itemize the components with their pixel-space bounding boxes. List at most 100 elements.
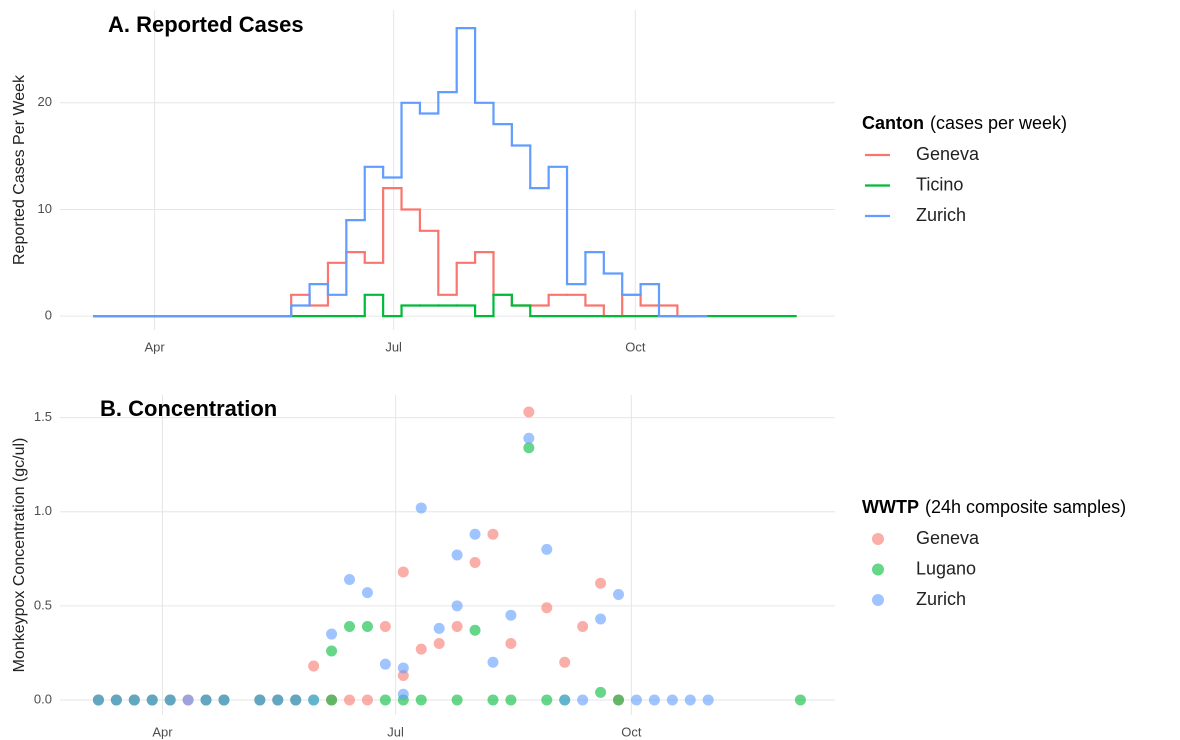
point	[326, 694, 338, 706]
point	[379, 621, 391, 633]
point	[415, 643, 427, 655]
series-points	[92, 432, 714, 706]
point	[290, 694, 302, 706]
y-tick-label: 20	[38, 94, 52, 109]
point	[128, 694, 140, 706]
point	[469, 624, 481, 636]
point	[505, 637, 517, 649]
chart-title: A. Reported Cases	[108, 12, 304, 37]
point	[577, 694, 589, 706]
legend-key	[872, 533, 884, 545]
point	[397, 669, 409, 681]
point	[702, 694, 714, 706]
point	[684, 694, 696, 706]
x-tick-label: Jul	[387, 724, 404, 739]
x-tick-label: Jul	[385, 339, 402, 354]
point	[344, 573, 356, 585]
y-tick-label: 0	[45, 308, 52, 323]
series-line	[93, 293, 797, 318]
point	[523, 406, 535, 418]
point	[110, 694, 122, 706]
x-tick-label: Oct	[621, 724, 642, 739]
legend-label: Ticino	[916, 174, 963, 194]
legend-title-key: WWTP	[862, 497, 919, 517]
point	[415, 694, 427, 706]
x-tick-label: Oct	[625, 339, 646, 354]
legend-title: WWTP (24h composite samples)	[862, 497, 1126, 517]
point	[648, 694, 660, 706]
x-tick-label: Apr	[144, 339, 165, 354]
y-tick-label: 0.5	[34, 597, 52, 612]
point	[595, 577, 607, 589]
point	[254, 694, 266, 706]
point	[451, 621, 463, 633]
point	[451, 600, 463, 612]
y-axis-label: Reported Cases Per Week	[11, 74, 28, 265]
legend-label: Zurich	[916, 589, 966, 609]
point	[361, 621, 373, 633]
legend-label: Zurich	[916, 205, 966, 225]
legend-label: Lugano	[916, 558, 976, 578]
legend-key	[872, 594, 884, 606]
legend-key	[872, 563, 884, 576]
point	[379, 694, 391, 706]
point	[344, 694, 356, 706]
point	[415, 502, 427, 514]
point	[308, 660, 320, 672]
point	[361, 587, 373, 599]
point	[146, 694, 158, 706]
legend-subtitle: (24h composite samples)	[925, 497, 1126, 517]
point	[326, 628, 338, 640]
point	[523, 432, 535, 444]
point	[272, 694, 284, 706]
panel: 0 10 20 Apr Jul Oct A. Reported Cases Reported …	[11, 10, 1067, 354]
x-tick-label: Apr	[152, 724, 173, 739]
point	[326, 645, 338, 657]
legend-title: Canton (cases per week)	[862, 113, 1067, 133]
point	[523, 442, 535, 454]
point	[559, 694, 571, 706]
point	[344, 621, 356, 633]
point	[397, 566, 409, 578]
point	[182, 694, 194, 706]
point	[200, 694, 212, 706]
point	[218, 694, 230, 706]
series-line	[93, 187, 697, 318]
point	[505, 609, 517, 621]
point	[541, 694, 553, 706]
point	[469, 557, 481, 569]
point	[487, 694, 499, 706]
y-tick-label: 1.5	[34, 409, 52, 424]
point	[487, 528, 499, 540]
point	[433, 622, 445, 634]
point	[595, 613, 607, 625]
point	[308, 694, 320, 706]
series-points	[92, 442, 806, 706]
point	[164, 694, 176, 706]
series-points	[92, 406, 625, 706]
point	[794, 694, 806, 706]
point	[379, 658, 391, 670]
y-tick-label: 1.0	[34, 503, 52, 518]
point	[433, 637, 445, 649]
y-tick-label: 0.0	[34, 691, 52, 706]
point	[630, 694, 642, 706]
point	[361, 694, 373, 706]
panel: 0.0 0.5 1.0 1.5 Apr Jul Oct B. Concentration Mon…	[11, 395, 1126, 739]
point	[451, 694, 463, 706]
point	[541, 602, 553, 614]
point	[541, 543, 553, 555]
point	[397, 688, 409, 700]
chart-title: B. Concentration	[100, 396, 277, 421]
point	[613, 694, 625, 706]
legend-title-key: Canton	[862, 113, 924, 133]
point	[559, 656, 571, 668]
point	[469, 528, 481, 540]
point	[487, 656, 499, 668]
legend-label: Geneva	[916, 144, 980, 164]
point	[505, 694, 517, 706]
legend-subtitle: (cases per week)	[930, 113, 1067, 133]
series-line	[93, 27, 708, 318]
point	[666, 694, 678, 706]
